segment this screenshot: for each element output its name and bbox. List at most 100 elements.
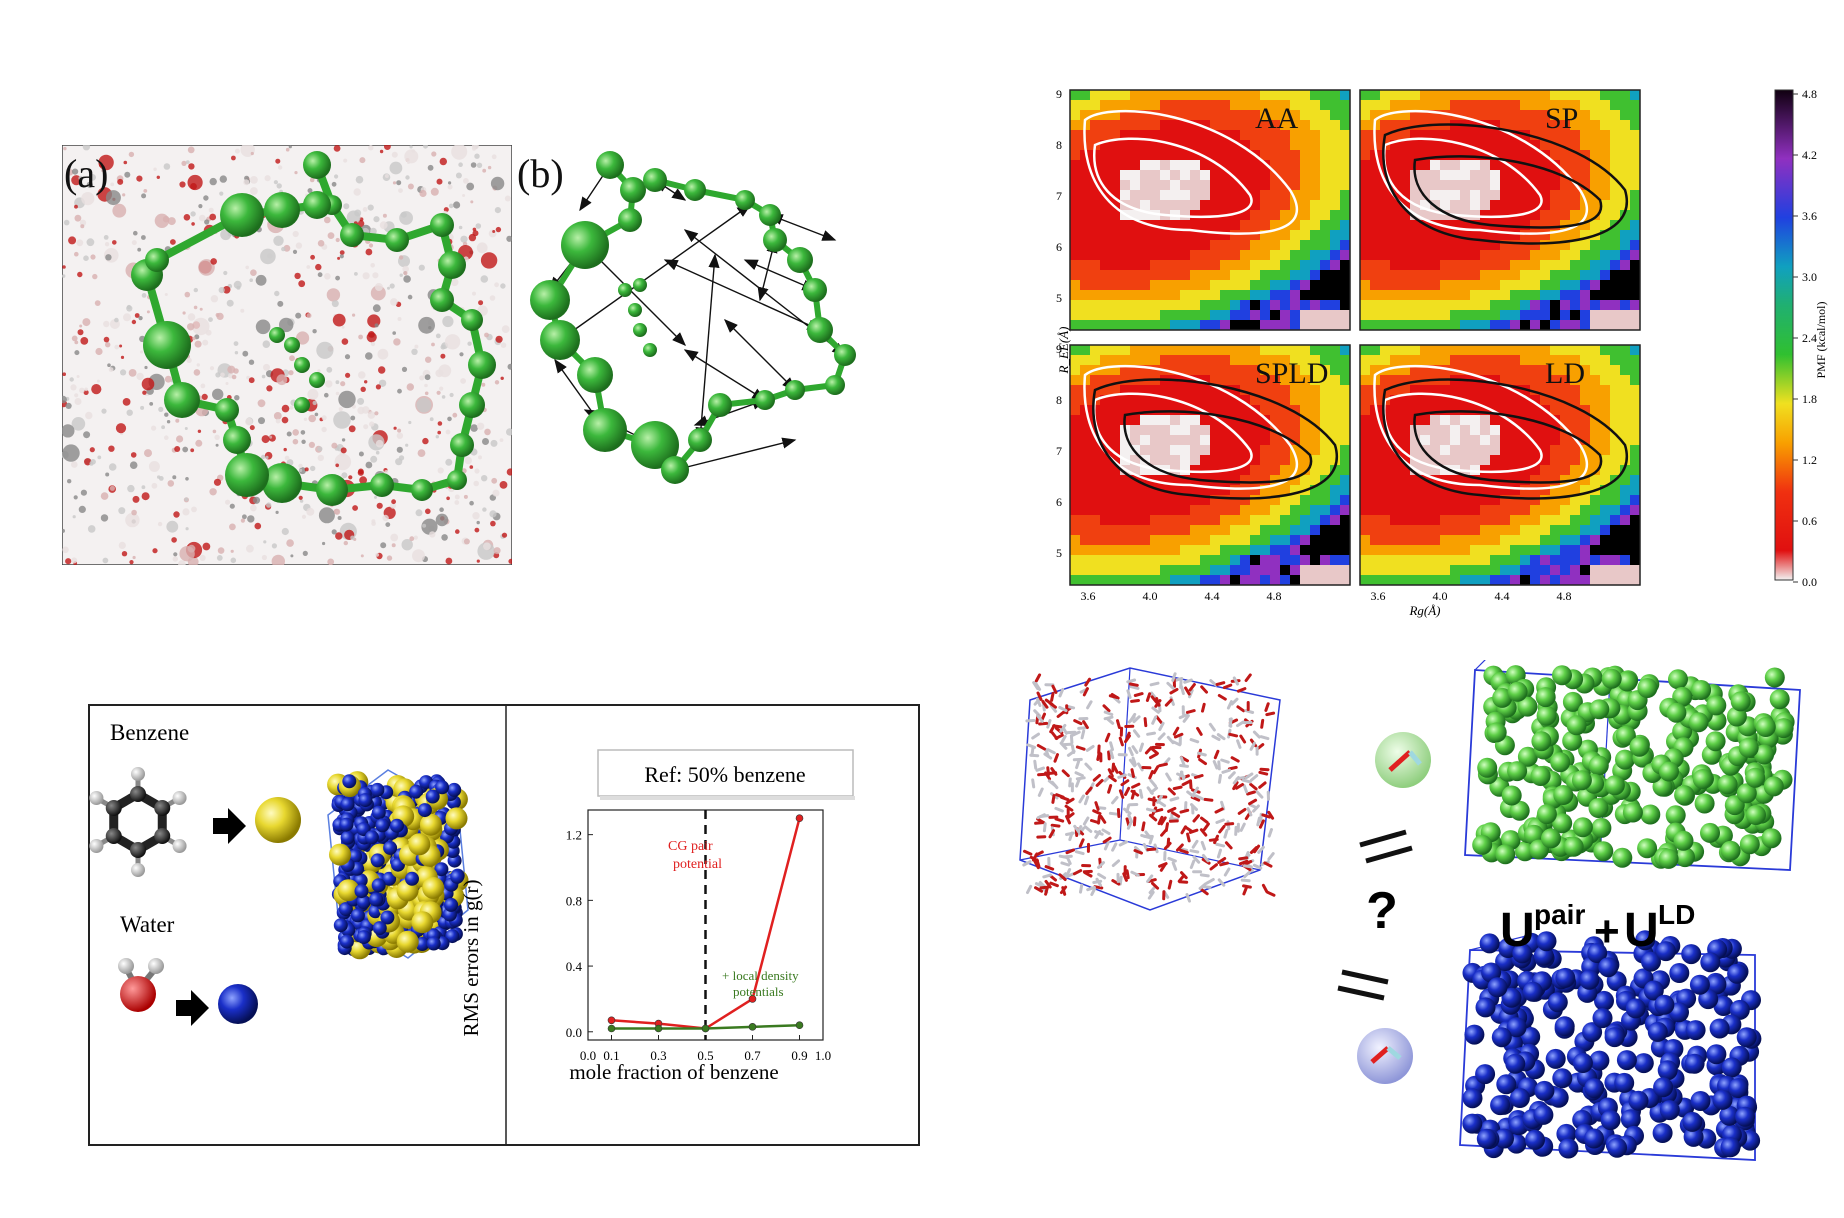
black-contour [1092, 378, 1339, 500]
polymer-bead [618, 208, 642, 232]
cg-blue-bead [1700, 952, 1721, 973]
green-series-label-2: potentials [733, 984, 784, 999]
cg-green-bead [1492, 687, 1513, 708]
cg-green-bead [1717, 774, 1738, 795]
cg-blue-bead [1620, 1109, 1641, 1130]
cg-blue-bead [1496, 1074, 1517, 1095]
polymer-bead [143, 321, 191, 369]
equation-sup1: pair [1534, 899, 1585, 930]
black-contour [1413, 155, 1603, 229]
cg-blue-bead [1589, 1050, 1610, 1071]
data-point [748, 995, 757, 1003]
cg-green-bead [1622, 802, 1643, 823]
pmf-xtick: 4.0 [1143, 589, 1158, 603]
cg-blue-bead [1735, 1106, 1756, 1127]
cg-blue-bead [1475, 1064, 1496, 1085]
pmf-xtick: 4.0 [1433, 589, 1448, 603]
cg-blue-bead [1721, 1057, 1742, 1078]
pmf-xtick: 3.6 [1371, 589, 1386, 603]
cg-blue-bead [1729, 999, 1750, 1020]
polymer-bead [303, 151, 331, 179]
cg-green-bead [1591, 817, 1612, 838]
colorbar-tick: 3.0 [1802, 270, 1817, 284]
polymer-bead [447, 470, 467, 490]
colorbar-tick: 4.2 [1802, 148, 1817, 162]
pmf-xlabel: Rg(Å) [1408, 603, 1440, 618]
pmf-heatmap: SPLD [1069, 344, 1351, 586]
cg-green-bead [1588, 755, 1609, 776]
cg-green-bead [1694, 793, 1715, 814]
cg-blue-bead [1683, 1126, 1704, 1147]
black-contour [1123, 410, 1313, 484]
polymer-bead [596, 151, 624, 179]
cg-blue-bead [1594, 990, 1614, 1011]
cg-blue-bead [1534, 1080, 1555, 1101]
cg-green-bead [1688, 712, 1709, 733]
cg-green-bead [1507, 681, 1528, 702]
cg-green-bead [1486, 722, 1507, 743]
colorbar-tick: 0.6 [1802, 514, 1817, 528]
cg-blue-bead [1654, 994, 1675, 1015]
polymer-bead [708, 393, 732, 417]
cg-green-bead [1604, 775, 1625, 796]
polymer-bead [225, 453, 269, 497]
black-contour [1413, 410, 1603, 484]
cg-blue-bead [1555, 967, 1576, 988]
cg-blue-bead [1689, 974, 1710, 995]
pmf-ytick: 9 [1056, 342, 1062, 356]
cg-blue-bead [1647, 1021, 1668, 1042]
cg-green-bead [1495, 844, 1516, 865]
red-series-label-2: potential [673, 857, 722, 872]
polymer-bead [688, 428, 712, 452]
cg-blue-bead [1712, 1089, 1733, 1110]
polymer-bead [620, 177, 646, 203]
cg-blue-bead [1682, 1111, 1703, 1132]
black-contour [1382, 123, 1629, 245]
polymer-bead [220, 193, 264, 237]
pmf-heatmap: SP [1359, 89, 1641, 331]
polymer-bead [735, 190, 755, 210]
green-series-label-1: + local density [722, 968, 799, 983]
cg-blue-bead [1494, 1128, 1514, 1149]
polymer-bead [577, 357, 613, 393]
cg-blue-bead [1643, 980, 1664, 1001]
ref-label: Ref: 50% benzene [644, 762, 805, 787]
cg-blue-bead [1685, 1020, 1706, 1041]
pmf-xtick: 4.4 [1205, 589, 1220, 603]
polymer-bead [294, 397, 310, 413]
cg-blue-bead [1487, 977, 1508, 998]
cg-green-bead [1700, 822, 1720, 843]
cg-blue-bead [1736, 1027, 1757, 1048]
cg-green-bead [1617, 671, 1638, 692]
rms-ylabel: RMS errors in g(r) [459, 880, 483, 1037]
white-contour [1083, 110, 1299, 235]
cg-green-bead [1615, 725, 1636, 746]
benzene-arrow-icon [213, 808, 246, 844]
polymer-bead [803, 278, 827, 302]
pmf-title: SPLD [1255, 357, 1328, 390]
cg-blue-bead [1655, 941, 1676, 962]
cg-green-bead [1612, 847, 1633, 868]
polymer-bead [459, 392, 485, 418]
polymer-bead [269, 327, 285, 343]
cg-green-bead [1763, 776, 1784, 797]
pmf-xtick: 4.8 [1557, 589, 1572, 603]
cg-green-bead [1563, 836, 1584, 857]
polymer-bead [755, 390, 775, 410]
cg-blue-bead [1653, 1077, 1674, 1098]
polymer-bead [807, 317, 833, 343]
polymer-bead [643, 168, 667, 192]
cg-blue-bead [1476, 1128, 1497, 1149]
cg-blue-bead [1475, 997, 1496, 1018]
pmf-heatmap: LD [1359, 344, 1641, 586]
polymer-bead [834, 344, 856, 366]
polymer-bead [633, 323, 647, 337]
polymer-bead [763, 228, 787, 252]
cg-green-bead [1536, 705, 1557, 726]
cg-green-bead [1666, 702, 1687, 723]
pmf-xtick: 3.6 [1081, 589, 1096, 603]
cg-blue-bead [1709, 1018, 1730, 1039]
green-cg-box [1464, 654, 1801, 871]
cg-green-bead [1773, 718, 1794, 739]
cg-blue-bead [1616, 1050, 1637, 1071]
